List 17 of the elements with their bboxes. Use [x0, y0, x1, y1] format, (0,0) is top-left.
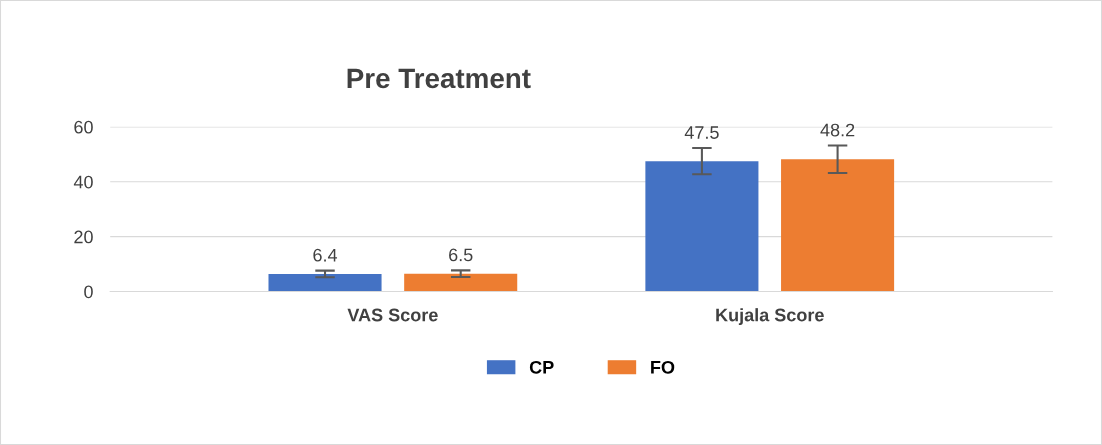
data-label: 6.4 [313, 248, 338, 262]
bar [404, 273, 518, 292]
x-tick-label: Kujala Score [716, 308, 824, 325]
chart-title: Pre Treatment [347, 68, 531, 89]
data-label: 47.5 [684, 126, 719, 139]
y-tick-label: 20 [74, 230, 93, 244]
y-tick-label: 60 [74, 120, 93, 134]
y-tick-label: 40 [73, 175, 93, 189]
x-tick-label: VAS Score [347, 308, 438, 322]
data-label: 48.2 [820, 123, 855, 137]
y-tick-label: 0 [84, 285, 93, 299]
legend-label: FO [651, 360, 675, 374]
bar [645, 161, 759, 292]
legend-label: CP [529, 360, 554, 374]
data-label: 6.5 [449, 248, 473, 262]
bar [781, 159, 895, 292]
bar [268, 273, 382, 292]
